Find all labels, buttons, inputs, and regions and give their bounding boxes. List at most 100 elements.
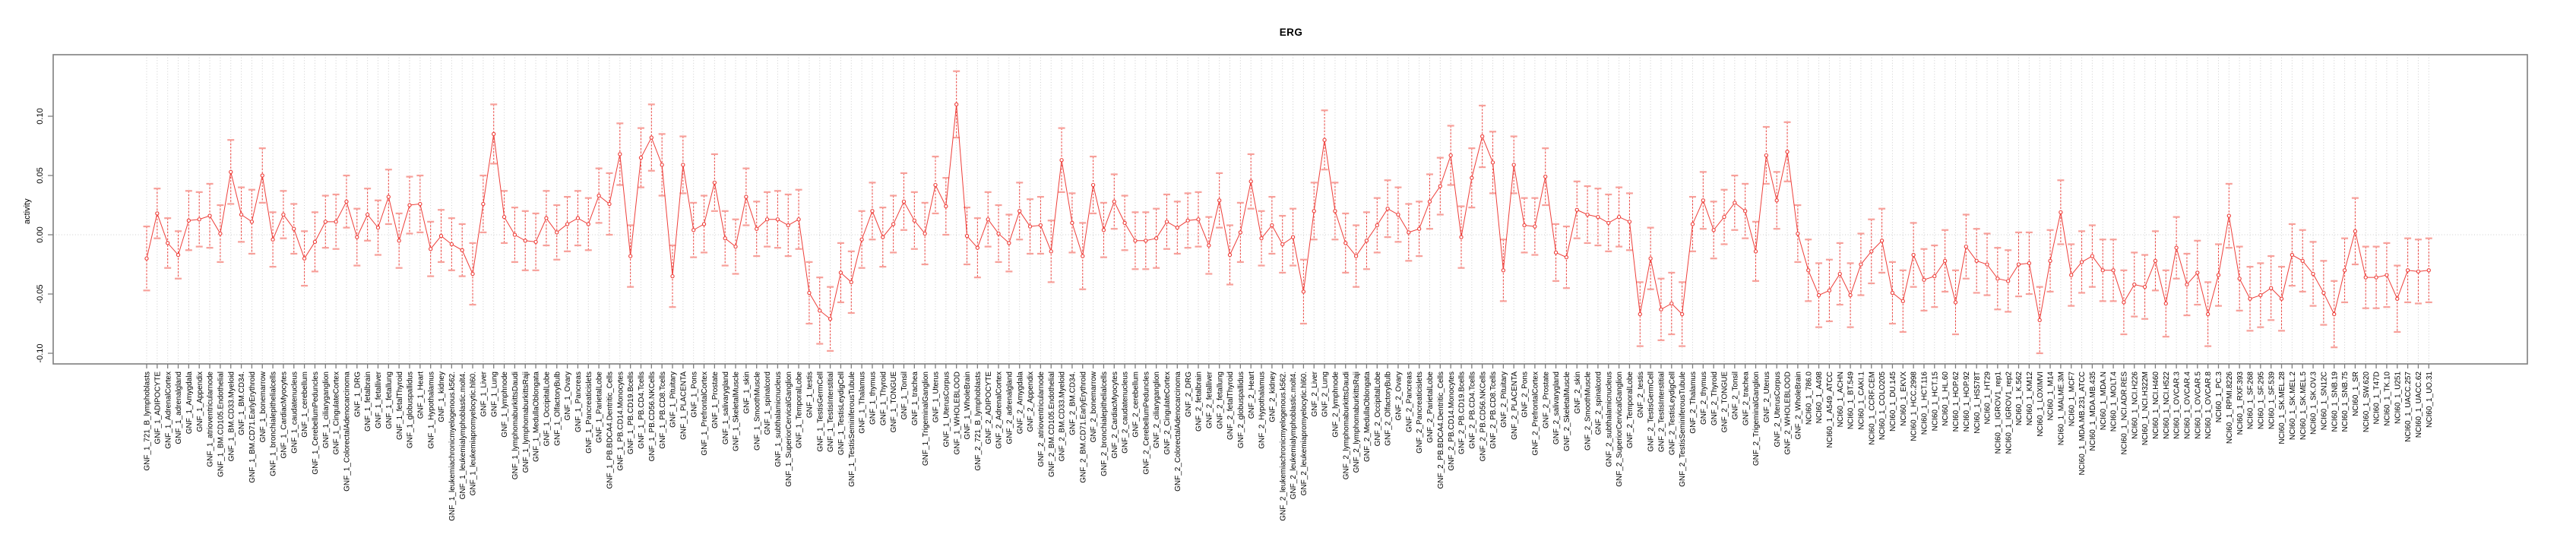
x-tick-label: GNF_2_Amygdala: [1016, 372, 1024, 435]
x-tick-label: GNF_1_lymphomaburkittsDaudi: [511, 372, 520, 479]
x-tick-label: GNF_2_Pons: [1521, 372, 1530, 418]
x-tick-label: GNF_1_PB.CD19.Bcells: [627, 372, 635, 454]
data-point: [1017, 209, 1022, 213]
data-point: [1416, 226, 1422, 231]
data-point: [1733, 201, 1737, 205]
x-tick-label: GNF_1_CardiacMyocytes: [280, 372, 289, 458]
x-tick-label: GNF_2_bonemarrow: [1090, 371, 1098, 442]
x-tick-label: GNF_2_Appendix: [1027, 372, 1035, 432]
x-tick-label: NCI60_1_RPMI.8226: [2226, 372, 2234, 444]
x-tick-label: GNF_2_Pancreas: [1405, 372, 1413, 432]
data-point: [1133, 239, 1138, 243]
data-point: [2205, 311, 2210, 317]
x-tick-label: GNF_1_PrefrontalCortex: [701, 372, 709, 456]
data-point: [1974, 258, 1979, 263]
x-tick-label: GNF_2_cerebellum: [1132, 372, 1141, 438]
data-point: [1322, 138, 1327, 142]
x-tick-label: NCI60_1_KM12: [2026, 372, 2034, 426]
data-point: [986, 217, 990, 222]
data-point: [229, 169, 233, 174]
data-point: [260, 173, 264, 178]
x-tick-label: GNF_1_subthalamicnucleus: [774, 372, 783, 467]
x-tick-label: GNF_1_WHOLEBLOOD: [953, 372, 961, 454]
x-tick-label: GNF_1_CingulateCortex: [333, 372, 341, 455]
data-point: [933, 182, 938, 188]
data-point: [2426, 268, 2431, 273]
x-tick-label: GNF_1_721_B_lymphoblasts: [144, 372, 152, 471]
x-tick-label: GNF_2_TONGUE: [1721, 372, 1729, 433]
x-tick-label: GNF_2_kidney: [1268, 372, 1277, 422]
x-tick-label: GNF_1_MedullaOblongata: [533, 372, 541, 462]
x-tick-label: NCI60_1_HS578T: [1973, 372, 1982, 434]
data-point: [2237, 277, 2242, 281]
data-point: [1333, 209, 1337, 213]
data-point: [1964, 244, 1968, 249]
data-point: [1522, 223, 1527, 228]
data-point: [881, 235, 885, 239]
data-point: [1942, 258, 1948, 263]
data-point: [2016, 262, 2021, 267]
x-tick-label: GNF_1_TemporalLobe: [796, 372, 804, 449]
x-tick-label: NCI60_1_HT29: [1984, 372, 1992, 425]
x-tick-label: NCI60_1_HCT.15: [1931, 372, 1939, 432]
x-tick-label: GNF_2_Tonsil: [1731, 372, 1739, 419]
data-point: [1270, 223, 1274, 228]
x-tick-label: GNF_2_PB.CD56.NKCells: [1479, 372, 1487, 461]
data-point: [1848, 292, 1853, 298]
data-point: [2006, 279, 2011, 283]
data-point: [733, 244, 738, 249]
data-point: [1049, 249, 1053, 254]
x-tick-label: GNF_1_BM.CD71.EarlyErythroid: [248, 372, 257, 483]
data-point: [1859, 262, 1863, 267]
x-tick-label: GNF_2_BM.CD33.Myeloid: [1059, 372, 1067, 461]
x-tick-label: GNF_1_Pons: [690, 372, 698, 418]
data-point: [2258, 292, 2263, 298]
data-point: [407, 203, 412, 207]
x-tick-label: GNF_1_SuperiorCervicalGanglion: [785, 372, 793, 487]
x-tick-label: GNF_2_Heart: [1248, 372, 1256, 419]
x-tick-label: GNF_1_leukemiapromyelocytic.hl60.: [470, 372, 478, 495]
x-tick-label: GNF_1_PB.BDCA4.Dentritic_Cells: [606, 372, 615, 489]
x-tick-label: GNF_2_globuspallidus: [1237, 372, 1245, 448]
data-point: [1248, 179, 1253, 184]
x-tick-label: GNF_1_TestisInterstitial: [827, 372, 835, 452]
x-tick-label: GNF_2_salivarygland: [1552, 372, 1561, 444]
x-tick-label: GNF_1_Hypothalamus: [427, 372, 435, 449]
x-tick-label: GNF_2_Pituitary: [1500, 372, 1508, 428]
x-tick-label: GNF_2_ColorectalAdenocarcinoma: [1174, 372, 1182, 492]
x-tick-label: GNF_2_testis: [1637, 372, 1645, 418]
x-tick-label: GNF_1_Thyroid: [879, 372, 888, 425]
x-tick-label: NCI60_1_NCI.H322M: [2141, 372, 2150, 445]
data-point: [1112, 199, 1116, 204]
data-point: [218, 231, 223, 236]
data-point: [1701, 198, 1705, 203]
data-point: [901, 199, 907, 204]
x-tick-label: GNF_1_Lung: [490, 372, 498, 417]
x-tick-label: GNF_2_fetallung: [1216, 372, 1224, 429]
data-point: [1459, 235, 1464, 239]
x-tick-label: GNF_2_leukemialymphoblastic.molt4.: [1290, 372, 1298, 499]
data-point: [2353, 229, 2358, 233]
x-tick-label: GNF_1_bonemarrow: [259, 371, 267, 442]
x-tick-label: NCI60_1_CCRF.CEM: [1868, 372, 1876, 445]
x-tick-label: GNF_1_Thalamus: [859, 372, 867, 434]
data-point: [681, 163, 685, 167]
data-point: [818, 308, 822, 313]
data-point: [1175, 225, 1179, 230]
x-tick-label: GNF_2_fetalThyroid: [1226, 372, 1235, 440]
data-point: [1638, 311, 1642, 317]
x-tick-label: NCI60_1_HCC.2998: [1910, 372, 1919, 441]
data-point: [1869, 249, 1874, 254]
x-tick-label: GNF_2_ciliaryganglion: [1153, 372, 1161, 448]
x-tick-label: GNF_2_TestisInterstitial: [1658, 372, 1666, 452]
x-tick-label: GNF_1_spinalcord: [764, 372, 772, 435]
data-point: [649, 135, 653, 140]
x-tick-label: NCI60_1_NCI.ADR.RES: [2121, 372, 2129, 455]
data-point: [2226, 213, 2231, 218]
data-point: [449, 242, 454, 247]
x-tick-label: GNF_2_spinalcord: [1595, 372, 1603, 435]
x-tick-label: NCI60_1_OVCAR.4: [2184, 372, 2192, 439]
data-point: [1217, 198, 1222, 203]
x-tick-label: GNF_2_MedullaOblongata: [1363, 372, 1372, 462]
x-tick-label: GNF_1_TestisLeydigCell: [837, 372, 846, 455]
